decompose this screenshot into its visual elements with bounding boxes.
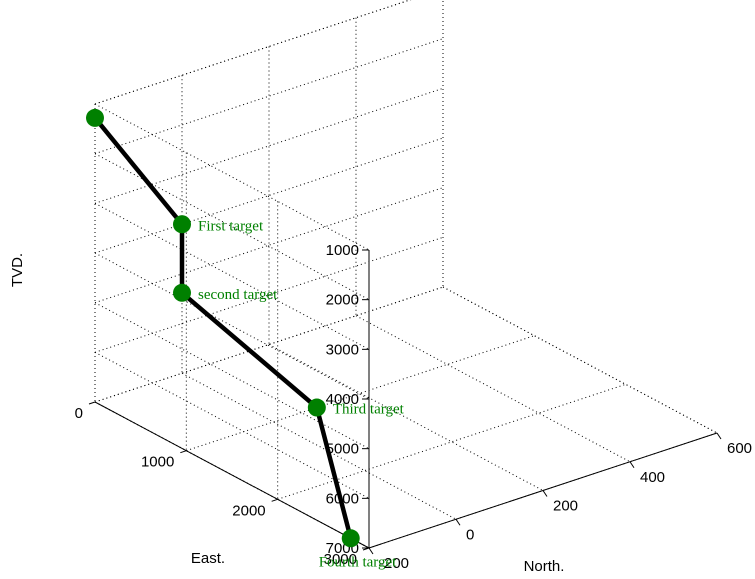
z-tick-label: 4000 (326, 391, 359, 408)
target-label: Third target (333, 402, 405, 418)
x-tick-mark (368, 547, 374, 555)
grid-floor-north (268, 344, 544, 491)
x-tick-mark (542, 490, 548, 497)
grid-floor-east (186, 335, 535, 452)
y-tick-mark (271, 498, 278, 502)
box-floor-right (442, 286, 718, 434)
y-tick-mark (180, 450, 187, 454)
y-axis-ticks: 0 1000 2000 3000 (75, 401, 370, 568)
target-label: Fourth target (319, 554, 397, 570)
x-axis-label: North. (524, 558, 565, 575)
x-tick-label: 0 (466, 526, 474, 543)
grid-floor-north (355, 315, 631, 463)
grid-sidewall-tvd (94, 302, 370, 450)
grid-lines (94, 0, 718, 549)
x-tick-mark (629, 461, 635, 469)
y-axis-label: East. (191, 550, 225, 567)
target-label: second target (198, 287, 278, 303)
z-tick-label: 3000 (326, 341, 359, 358)
y-tick-label: 0 (75, 405, 83, 422)
x-tick-label: 600 (727, 440, 752, 457)
z-tick-label: 1000 (326, 242, 359, 259)
z-tick-label: 5000 (326, 441, 359, 458)
x-tick-label: 200 (553, 498, 578, 515)
z-axis-label: TVD. (9, 253, 26, 287)
y-tick-label: 1000 (141, 454, 174, 471)
y-tick-mark (362, 547, 370, 551)
y-tick-label: 3000 (324, 551, 357, 568)
grid-floor-north (181, 372, 457, 520)
x-tick-mark (455, 518, 461, 526)
y-tick-mark (88, 401, 96, 405)
target-marker (341, 529, 360, 548)
x-tick-mark (716, 432, 722, 440)
grid-sidewall-tvd (94, 252, 370, 400)
target-marker (173, 215, 191, 234)
grid-backwall-tvd (94, 187, 444, 304)
target-marker (173, 283, 191, 302)
z-tick-label: 2000 (326, 292, 359, 309)
target-label: First target (198, 218, 264, 234)
y-tick-label: 2000 (232, 502, 265, 519)
target-marker (307, 398, 326, 417)
box-top-back (94, 0, 412, 105)
x-axis-ticks: -200 0 200 400 600 (368, 432, 752, 572)
x-tick-label: -200 (379, 555, 409, 572)
x-tick-label: 400 (640, 469, 665, 486)
grid-sidewall-tvd (94, 351, 370, 499)
target-marker (86, 108, 104, 127)
y-axis-line (94, 401, 370, 549)
grid-backwall-tvd (94, 0, 412, 105)
grid-floor-north (442, 286, 718, 434)
grid-backwall-tvd (94, 38, 444, 155)
grid-backwall-tvd (94, 87, 444, 204)
trajectory-markers: First target second target Third target Fou… (86, 108, 405, 570)
